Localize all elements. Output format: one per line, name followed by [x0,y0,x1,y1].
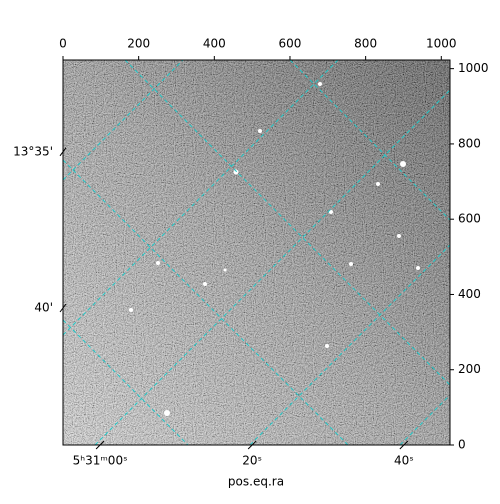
ra-tick-label: 20ˢ [242,454,262,468]
x-tick-label: 0 [59,37,67,51]
x-tick-label: 1000 [426,37,457,51]
dec-tick [59,147,67,157]
ra-tick [399,440,409,450]
ra-tick-label: 40ˢ [394,454,414,468]
axes-frame [62,59,451,446]
x-tick-label: 600 [279,37,302,51]
x-tick-label: 200 [127,37,150,51]
dec-tick-label: 40' [34,301,53,315]
sky-image [63,60,450,445]
y-tick-label: 400 [458,287,481,301]
ra-tick [95,440,105,450]
x-tick-label: 800 [354,37,377,51]
x-axis-label: pos.eq.ra [228,475,284,489]
ra-tick [247,440,257,450]
x-tick-label: 400 [203,37,226,51]
y-tick-label: 0 [458,438,466,452]
y-tick-label: 600 [458,212,481,226]
y-tick-label: 200 [458,362,481,376]
ra-tick-label: 5ʰ31ᵐ00ˢ [73,454,128,468]
y-tick-label: 1000 [458,61,489,75]
dec-tick-label: 13°35' [13,144,53,158]
dec-tick [59,303,67,313]
y-tick-label: 800 [458,136,481,150]
